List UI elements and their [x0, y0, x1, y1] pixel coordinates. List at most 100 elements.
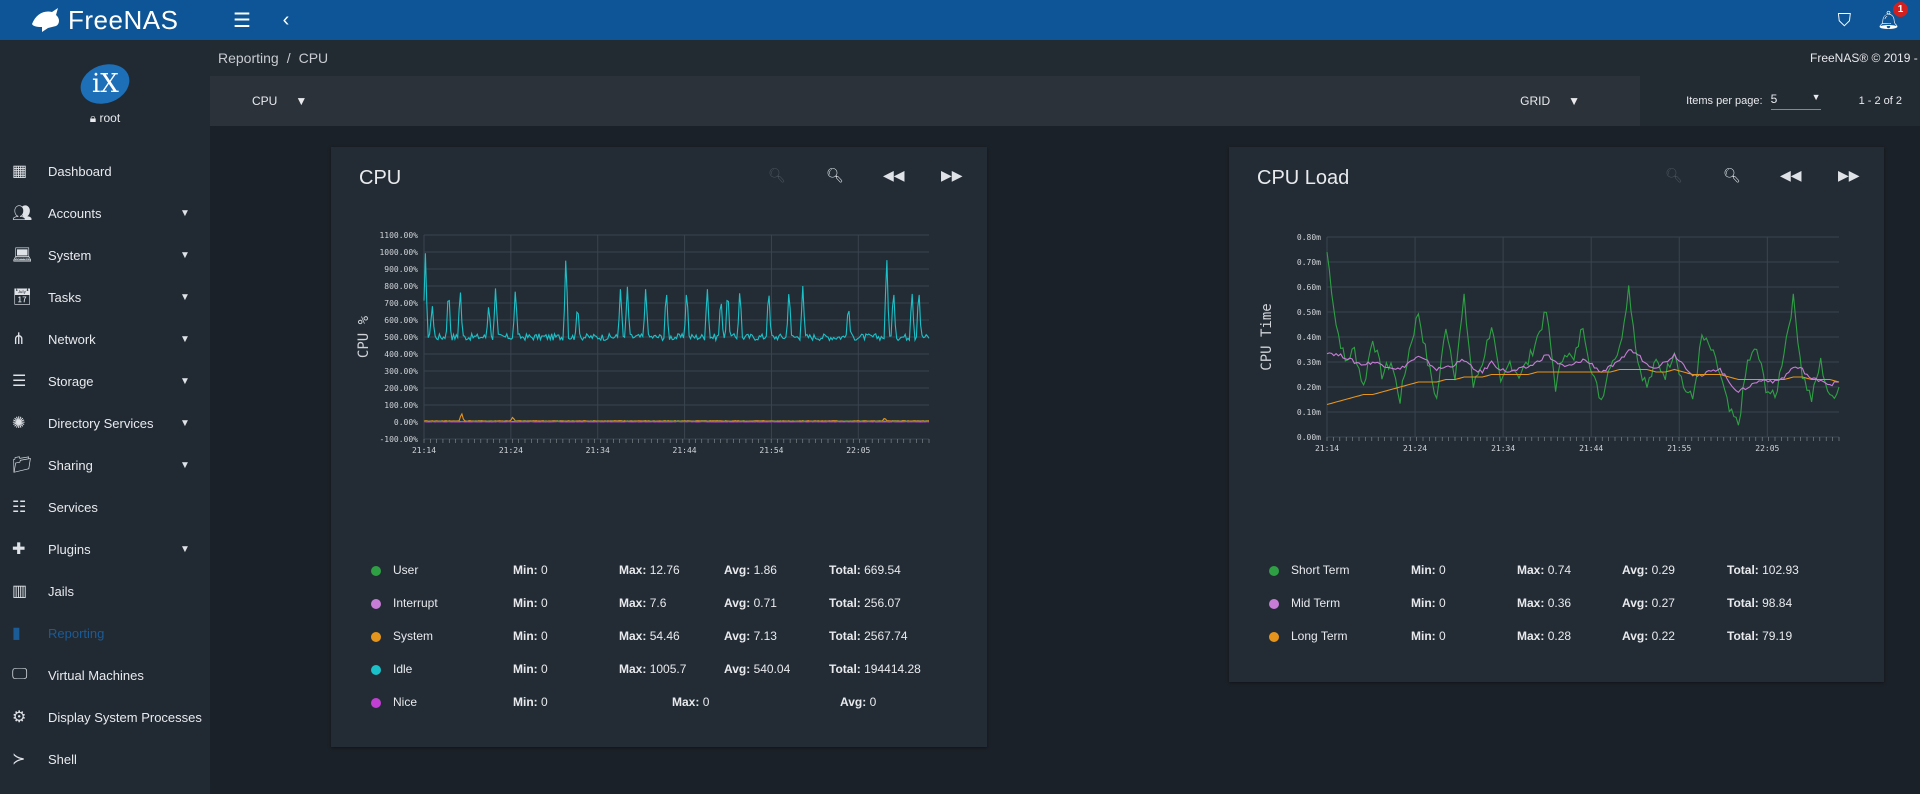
sidebar-item-label: Accounts: [48, 205, 102, 221]
x-tick-label: 22:05: [1755, 444, 1779, 453]
sidebar-item-label: Jails: [48, 583, 75, 599]
breadcrumb-current: CPU: [298, 50, 329, 66]
x-tick-label: 21:14: [1315, 444, 1339, 453]
y-tick-label: 1000.00%: [379, 248, 418, 257]
sidebar-item-display-system-processes[interactable]: ⚙︎ Display System Processes: [0, 696, 210, 738]
avg-stat: Avg: 0.29: [1622, 563, 1675, 577]
notifications-button[interactable]: 🔔︎ 1: [1877, 1, 1908, 31]
sidebar-item-dashboard[interactable]: ▦ Dashboard: [0, 150, 210, 192]
legend-dot: [1269, 632, 1279, 642]
sidebar-item-shell[interactable]: ≻ Shell: [0, 738, 210, 780]
min-stat: Min: 0: [1411, 629, 1446, 643]
freenas-logo[interactable]: FreeNAS: [0, 0, 210, 40]
processes-icon: ⚙︎: [12, 709, 27, 726]
sidebar-item-label: Virtual Machines: [48, 667, 144, 683]
theme-icon[interactable]: ⛉: [1837, 9, 1852, 30]
directory-icon: ✺: [12, 415, 26, 432]
menu-icon[interactable]: ☰: [233, 9, 251, 32]
caret-down-icon: ▼: [180, 291, 190, 303]
cpu-load-card: CPU Load 🔍︎ 🔍︎ ◀◀ ▶▶ 0.80m 0.70m 0.60m 0.50…: [1229, 147, 1884, 682]
sidebar-item-services[interactable]: ☷ Services: [0, 486, 210, 528]
cpu-load-chart[interactable]: 0.80m 0.70m 0.60m 0.50m 0.40m 0.30m 0.20m 0.10m…: [1249, 217, 1859, 487]
max-stat: Max: 0: [672, 695, 710, 709]
sidebar-item-jails[interactable]: ▥ Jails: [0, 570, 210, 612]
zoom-out-icon[interactable]: 🔍︎: [1723, 167, 1741, 183]
calendar-icon: 📅︎: [12, 289, 33, 306]
top-bar: FreeNAS ☰ ‹ ⛉ 🔔︎ 1: [0, 0, 1920, 40]
y-tick-label: 300.00%: [384, 367, 418, 376]
sliders-icon: ☷: [12, 499, 27, 516]
layout-select[interactable]: GRID ▼: [1520, 94, 1580, 108]
legend-row[interactable]: User Min: 0 Max: 12.76 Avg: 1.86 Total: 669.…: [371, 563, 971, 579]
step-back-icon[interactable]: ◀◀: [883, 167, 905, 183]
legend-row[interactable]: Interrupt Min: 0 Max: 7.6 Avg: 0.71 Total: 2…: [371, 596, 971, 612]
sidebar-item-accounts[interactable]: 👥︎ Accounts ▼: [0, 192, 210, 234]
y-tick-label: 1100.00%: [379, 231, 418, 240]
legend-dot: [371, 665, 381, 675]
y-axis-label: CPU %: [356, 315, 372, 358]
sidebar-item-label: Reporting: [48, 625, 105, 641]
step-back-icon[interactable]: ◀◀: [1780, 167, 1802, 183]
items-per-page-value: 5: [1770, 92, 1778, 106]
sidebar-item-label: Services: [48, 499, 98, 515]
chart-tools: 🔍︎ 🔍︎ ◀◀ ▶▶: [767, 167, 963, 184]
series-name: Idle: [393, 662, 413, 676]
avg-stat: Avg: 0.27: [1622, 596, 1675, 610]
sidebar-item-plugins[interactable]: ✚ Plugins ▼: [0, 528, 210, 570]
y-tick-label: 200.00%: [384, 384, 418, 393]
zoom-out-icon[interactable]: 🔍︎: [826, 167, 844, 183]
series-line-nice: [423, 420, 930, 423]
sidebar-item-label: System: [48, 247, 92, 263]
sidebar-item-system[interactable]: 💻︎ System ▼: [0, 234, 210, 276]
x-tick-label: 21:34: [1491, 444, 1515, 453]
breadcrumb-parent[interactable]: Reporting: [218, 50, 279, 66]
chart-tools: 🔍︎ 🔍︎ ◀◀ ▶▶: [1664, 167, 1860, 184]
legend-row[interactable]: Mid Term Min: 0 Max: 0.36 Avg: 0.27 Total: 9…: [1269, 596, 1869, 612]
sidebar-item-tasks[interactable]: 📅︎ Tasks ▼: [0, 276, 210, 318]
people-icon: 👥︎: [12, 205, 33, 222]
legend-row[interactable]: Short Term Min: 0 Max: 0.74 Avg: 0.29 Total:…: [1269, 563, 1869, 579]
cpu-chart[interactable]: 1100.00% 1000.00% 900.00% 800.00% 700.00% 600…: [351, 217, 951, 487]
legend-row[interactable]: Long Term Min: 0 Max: 0.28 Avg: 0.22 Total: …: [1269, 629, 1869, 645]
series-name: Short Term: [1291, 563, 1350, 577]
sidebar-item-storage[interactable]: ☰ Storage ▼: [0, 360, 210, 402]
y-tick-label: -100.00%: [379, 435, 418, 444]
chevron-left-icon[interactable]: ‹: [282, 8, 290, 31]
y-tick-label: 0.70m: [1297, 258, 1321, 267]
sidebar-item-sharing[interactable]: 📁︎ Sharing ▼: [0, 444, 210, 486]
legend-row[interactable]: System Min: 0 Max: 54.46 Avg: 7.13 Total: 25…: [371, 629, 971, 645]
legend-row[interactable]: Nice Min: 0 Max: 0 Avg: 0: [371, 695, 971, 711]
jail-icon: ▥: [12, 583, 28, 600]
series-line-short-term: [1326, 252, 1840, 426]
zoom-in-icon[interactable]: 🔍︎: [1665, 167, 1683, 183]
y-tick-label: 700.00%: [384, 299, 418, 308]
folder-share-icon: 📁︎: [12, 457, 33, 474]
step-forward-icon[interactable]: ▶▶: [941, 167, 963, 183]
x-tick-label: 21:14: [412, 446, 436, 455]
username-label: root: [99, 110, 121, 125]
sidebar-item-network[interactable]: ⋔ Network ▼: [0, 318, 210, 360]
y-tick-label: 600.00%: [384, 316, 418, 325]
y-tick-label: 0.10m: [1297, 408, 1321, 417]
items-per-page-select[interactable]: 5 ▼: [1770, 92, 1821, 110]
ix-logo: iX: [75, 57, 135, 110]
step-forward-icon[interactable]: ▶▶: [1838, 167, 1860, 183]
sidebar-item-virtual-machines[interactable]: 🖵︎ Virtual Machines: [0, 654, 210, 696]
avg-stat: Avg: 0.22: [1622, 629, 1675, 643]
card-title: CPU Load: [1257, 167, 1350, 189]
laptop-icon: 💻︎: [12, 247, 33, 264]
avg-stat: Avg: 1.86: [724, 563, 777, 577]
report-select[interactable]: CPU ▼: [252, 94, 307, 108]
x-tick-label: 21:54: [759, 446, 783, 455]
y-tick-label: 0.50m: [1297, 308, 1321, 317]
min-stat: Min: 0: [513, 596, 548, 610]
series-name: Nice: [393, 695, 418, 709]
sidebar-item-directory-services[interactable]: ✺ Directory Services ▼: [0, 402, 210, 444]
user-name[interactable]: 🔒︎ root: [89, 110, 121, 125]
legend-row[interactable]: Idle Min: 0 Max: 1005.7 Avg: 540.04 Total: 1…: [371, 662, 971, 678]
caret-down-icon: ▼: [1568, 94, 1580, 108]
y-tick-label: 0.00m: [1297, 433, 1321, 442]
sidebar-item-reporting[interactable]: ▮ Reporting: [0, 612, 210, 654]
min-stat: Min: 0: [513, 629, 548, 643]
zoom-in-icon[interactable]: 🔍︎: [768, 167, 786, 183]
